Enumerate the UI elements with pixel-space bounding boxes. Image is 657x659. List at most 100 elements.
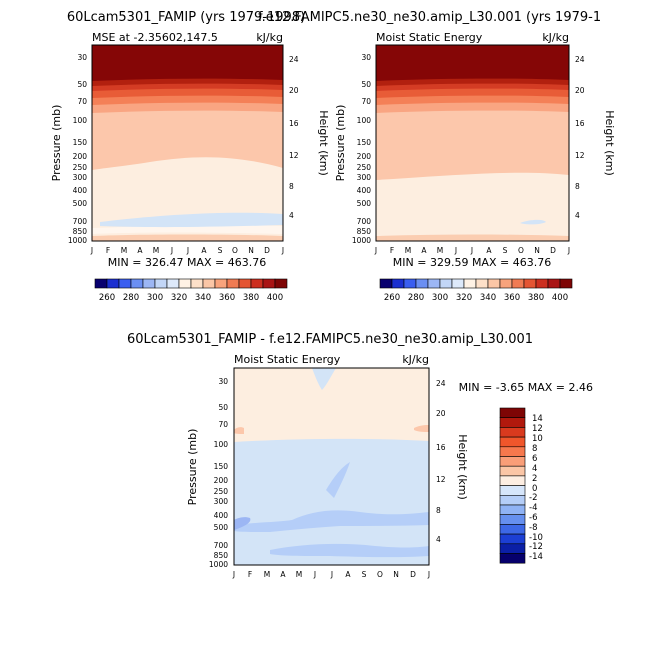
colorbar-diff-swatches: [499, 407, 526, 564]
colorbar-top-swatches: [94, 278, 288, 289]
y-tick-label: 300: [214, 497, 229, 506]
x-tick-label: J: [330, 570, 333, 579]
y-tick-label: 30: [361, 53, 371, 62]
colorbar-top-2-swatch: [415, 278, 429, 289]
x-tick-label: N: [534, 246, 540, 255]
panel-1-subtitle-right: kJ/kg: [256, 31, 283, 44]
y-tick-label: 250: [73, 163, 88, 172]
colorbar-top-2-label: 260: [384, 293, 400, 303]
y-tick-label: 30: [218, 377, 228, 386]
colorbar-top-2-swatch: [535, 278, 549, 289]
x-tick-label: A: [486, 246, 492, 255]
y-right-tick-label: 24: [289, 55, 299, 64]
colorbar-top-label: 380: [243, 293, 259, 303]
y-tick-label: 850: [214, 551, 229, 560]
y-tick-label: 850: [73, 227, 88, 236]
panel-1: 60Lcam5301_FAMIP (yrs 1979-1998) MSE at …: [50, 10, 330, 269]
colorbar-top-swatch: [130, 278, 144, 289]
colorbar-top-2-label: 400: [552, 293, 568, 303]
panel-1-y-label-right: Height (km): [317, 110, 330, 176]
y-tick-label: 300: [357, 173, 372, 182]
x-tick-label: J: [170, 246, 173, 255]
x-tick-label: J: [567, 246, 570, 255]
y-tick-label: 700: [357, 217, 372, 226]
x-tick-label: A: [137, 246, 143, 255]
colorbar-top-label: 320: [171, 293, 187, 303]
colorbar-top-swatch: [226, 278, 240, 289]
y-tick-label: 400: [214, 511, 229, 520]
y-right-tick-label: 20: [436, 409, 446, 418]
colorbar-top-2-label: 300: [432, 293, 448, 303]
colorbar-top-swatch: [190, 278, 204, 289]
colorbar-top-2-swatch: [523, 278, 537, 289]
x-tick-label: A: [345, 570, 351, 579]
y-tick-label: 400: [73, 186, 88, 195]
x-tick-label: M: [296, 570, 302, 579]
colorbar-diff-label: -2: [529, 493, 537, 503]
panel-3-y-ticks: 30 50 70 100 150 200 250 300 400 500 700…: [209, 377, 228, 569]
y-tick-label: 70: [77, 97, 87, 106]
x-tick-label: D: [264, 246, 270, 255]
y-tick-label: 250: [357, 163, 372, 172]
colorbar-top-2-swatch: [427, 278, 441, 289]
colorbar-top-2-swatch: [439, 278, 453, 289]
colorbar-diff-label: 10: [532, 434, 543, 444]
panel-1-x-ticks: J F M A M J J A S O N D J: [90, 246, 284, 255]
y-tick-label: 1000: [209, 560, 228, 569]
y-tick-label: 150: [73, 138, 88, 147]
panel-1-y-ticks: 30 50 70 100 150 200 250 300 400 500 700…: [68, 53, 87, 245]
y-tick-label: 30: [77, 53, 87, 62]
colorbar-top-2-swatch: [379, 278, 393, 289]
colorbar-top-2-label: 360: [504, 293, 520, 303]
colorbar-diff-label: 2: [532, 474, 537, 484]
y-tick-label: 300: [73, 173, 88, 182]
colorbar-top-2-swatch: [403, 278, 417, 289]
colorbar-diff-label: 14: [532, 414, 543, 424]
y-right-tick-label: 20: [289, 86, 299, 95]
colorbar-top-2-swatch: [499, 278, 513, 289]
colorbar-top-2-label: 320: [456, 293, 472, 303]
y-right-tick-label: 12: [575, 151, 585, 160]
panel-3-y-label: Pressure (mb): [186, 429, 199, 506]
x-tick-label: S: [503, 246, 508, 255]
y-tick-label: 200: [214, 476, 229, 485]
colorbar-top-label: 300: [147, 293, 163, 303]
colorbar-top-swatch: [202, 278, 216, 289]
x-tick-label: J: [313, 570, 316, 579]
y-tick-label: 200: [357, 152, 372, 161]
panel-3-subtitle-right: kJ/kg: [402, 353, 429, 366]
panel-1-subtitle-left: MSE at -2.35602,147.5: [92, 31, 218, 44]
colorbar-top-swatch: [178, 278, 192, 289]
x-tick-label: O: [377, 570, 383, 579]
panel-1-frame: [91, 44, 284, 242]
colorbar-diff-label: 4: [532, 464, 537, 474]
x-tick-label: F: [390, 246, 394, 255]
colorbar-top-label: 340: [195, 293, 211, 303]
colorbar-diff-label: 12: [532, 424, 543, 434]
x-tick-label: M: [121, 246, 127, 255]
panel-3-title: 60Lcam5301_FAMIP - f.e12.FAMIPC5.ne30_ne…: [127, 332, 533, 347]
panel-3-min-max: MIN = -3.65 MAX = 2.46: [459, 381, 593, 394]
x-tick-label: O: [232, 246, 238, 255]
colorbar-diff-label: -6: [529, 513, 537, 523]
colorbar-diff-swatch: [499, 417, 526, 428]
colorbar-diff-label: -14: [529, 552, 543, 562]
y-tick-label: 100: [214, 440, 229, 449]
x-tick-label: F: [248, 570, 252, 579]
x-tick-label: A: [280, 570, 286, 579]
panel-2-y-ticks: 30 50 70 100 150 200 250 300 400 500 700…: [352, 53, 371, 245]
x-tick-label: M: [437, 246, 443, 255]
y-right-tick-label: 4: [575, 211, 580, 220]
x-tick-label: M: [153, 246, 159, 255]
y-tick-label: 150: [214, 462, 229, 471]
colorbar-diff-swatch: [499, 533, 526, 545]
panel-1-field: [92, 45, 283, 241]
x-tick-label: J: [470, 246, 473, 255]
colorbar-diff: 14 12 10 8 6 4 2 0 -2 -4 -6 -8 -10 -12 -…: [499, 407, 543, 564]
y-tick-label: 50: [361, 80, 371, 89]
colorbar-diff-swatch: [499, 456, 526, 467]
colorbar-diff-swatch: [499, 543, 526, 554]
colorbar-top-swatch: [262, 278, 276, 289]
y-tick-label: 1000: [352, 236, 371, 245]
y-right-tick-label: 8: [436, 506, 441, 515]
